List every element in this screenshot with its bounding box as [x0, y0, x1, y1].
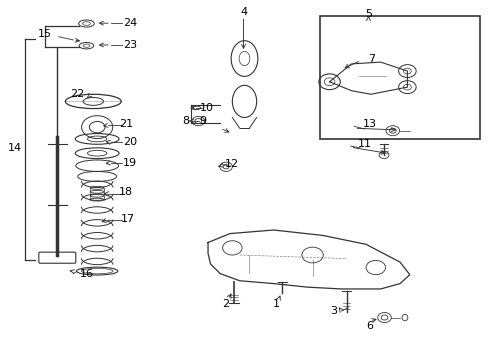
Text: 15: 15 — [38, 29, 52, 39]
Text: 4: 4 — [240, 7, 246, 17]
Text: 23: 23 — [122, 40, 137, 50]
Text: 2: 2 — [222, 299, 229, 309]
Text: 22: 22 — [69, 89, 84, 99]
Text: 14: 14 — [8, 143, 22, 153]
Text: 7: 7 — [367, 54, 375, 64]
Text: 21: 21 — [119, 119, 133, 129]
Text: 11: 11 — [357, 139, 371, 149]
Text: 10: 10 — [199, 103, 213, 113]
Text: 9: 9 — [199, 116, 206, 126]
Text: 20: 20 — [123, 138, 137, 148]
Text: 18: 18 — [119, 187, 133, 197]
Text: 17: 17 — [121, 214, 135, 224]
Text: 19: 19 — [123, 158, 137, 168]
Text: 16: 16 — [80, 269, 93, 279]
Text: 8: 8 — [182, 116, 189, 126]
Text: 1: 1 — [272, 299, 279, 309]
Text: 13: 13 — [362, 118, 376, 129]
Text: 24: 24 — [122, 18, 137, 28]
Text: 3: 3 — [329, 306, 336, 316]
Bar — [319, 16, 479, 139]
Text: 5: 5 — [364, 9, 371, 19]
Text: 6: 6 — [366, 321, 373, 331]
Text: 12: 12 — [225, 159, 239, 169]
